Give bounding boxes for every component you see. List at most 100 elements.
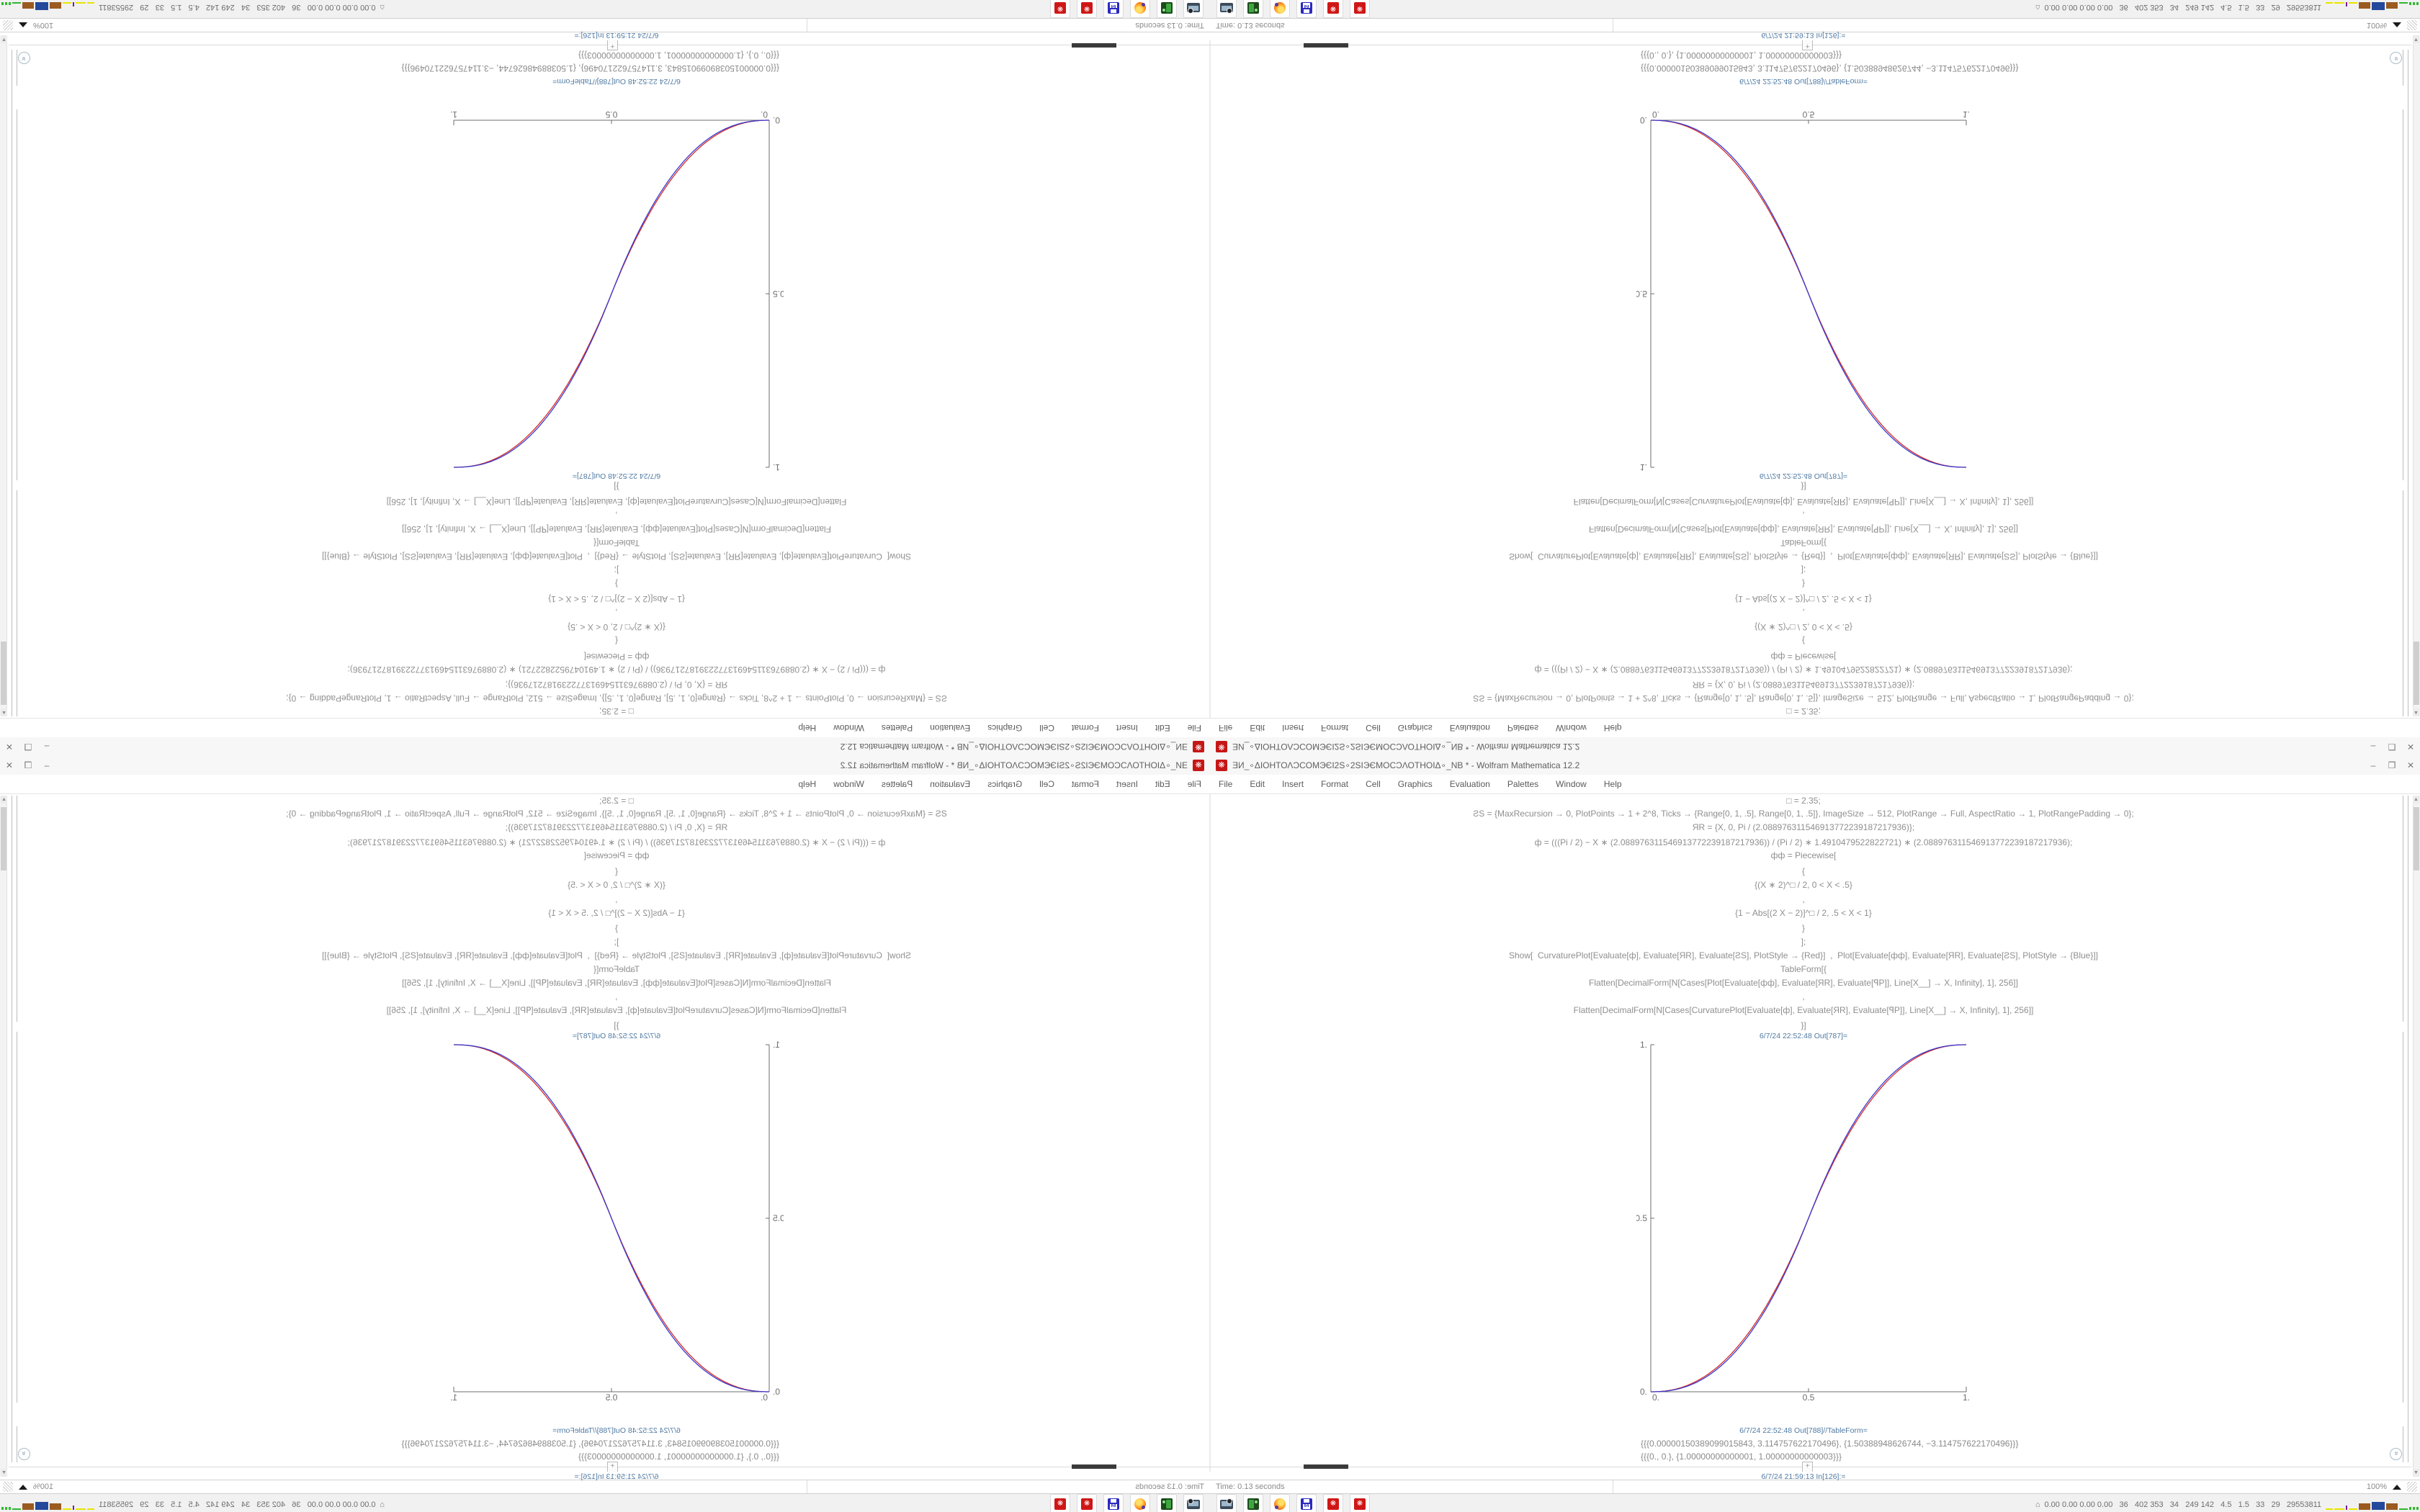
code-cell[interactable]: ЯR = {X, 0, Pi / (2.08897631154691377223… xyxy=(505,822,728,832)
code-cell[interactable]: Show[ CurvaturePlot[Evaluate[ф], Evaluat… xyxy=(321,552,912,562)
vertical-scrollbar-track[interactable] xyxy=(2413,35,2420,716)
cell-group-collapse-icon[interactable]: » xyxy=(18,1448,30,1460)
close-button[interactable]: ✕ xyxy=(2406,742,2415,752)
code-cell[interactable]: {1 − Abs[(2 X − 2)]^□ / 2, .5 < X < 1} xyxy=(548,908,685,918)
code-cell[interactable]: □ = 2.35; xyxy=(599,796,634,806)
code-cell[interactable]: ]; xyxy=(1801,937,1806,947)
resize-grip[interactable] xyxy=(2407,20,2417,30)
taskbar-item[interactable] xyxy=(1243,0,1263,18)
close-button[interactable]: ✕ xyxy=(2406,760,2415,770)
code-cell[interactable]: фф = Piecewise[ xyxy=(583,652,650,662)
menu-insert[interactable]: Insert xyxy=(1282,723,1304,733)
taskbar-item[interactable] xyxy=(1270,0,1290,18)
menu-format[interactable]: Format xyxy=(1071,779,1099,789)
taskbar-item[interactable] xyxy=(1103,1494,1124,1512)
code-cell[interactable]: , xyxy=(1802,991,1805,1002)
code-cell[interactable]: , xyxy=(615,991,618,1002)
menu-file[interactable]: File xyxy=(1219,723,1233,733)
title-bar[interactable]: ❋ ƎИ_∘ΔΙΟΗΤΟΛϽϹΟΜЭЄΙ2Ѕ∘2ЅΙЭЄΜΟϹϽΛΟΤΗΟΙΔ∘… xyxy=(1210,737,2420,756)
taskbar-item[interactable]: ❋ xyxy=(1077,0,1097,18)
menu-palettes[interactable]: Palettes xyxy=(1507,779,1539,789)
code-cell[interactable]: {1 − Abs[(2 X − 2)]^□ / 2, .5 < X < 1} xyxy=(1735,594,1872,604)
scroll-down-arrow[interactable]: ▼ xyxy=(1,35,7,43)
menu-format[interactable]: Format xyxy=(1321,779,1349,789)
minimize-button[interactable]: – xyxy=(44,742,50,752)
code-cell[interactable]: {(X ∗ 2)^□ / 2, 0 < X < .5} xyxy=(568,622,666,632)
menu-evaluation[interactable]: Evaluation xyxy=(930,723,971,733)
menu-cell[interactable]: Cell xyxy=(1039,779,1054,789)
cell-group-collapse-icon[interactable]: » xyxy=(2390,1448,2402,1460)
taskbar-item[interactable]: ❋ xyxy=(1323,0,1343,18)
code-cell[interactable]: Show[ CurvaturePlot[Evaluate[ф], Evaluat… xyxy=(1508,950,2099,960)
maximize-button[interactable]: ❒ xyxy=(2388,760,2396,770)
code-cell[interactable]: Show[ CurvaturePlot[Evaluate[ф], Evaluat… xyxy=(321,950,912,960)
code-cell[interactable]: {(X ∗ 2)^□ / 2, 0 < X < .5} xyxy=(1754,880,1852,890)
scroll-down-arrow[interactable]: ▼ xyxy=(2413,35,2419,43)
title-bar[interactable]: ❋ ƎИ_∘ΔΙΟΗΤΟΛϽϹΟΜЭЄΙ2Ѕ∘2ЅΙЭЄΜΟϹϽΛΟΤΗΟΙΔ∘… xyxy=(0,756,1210,775)
taskbar-item[interactable]: ❋ xyxy=(1077,1494,1097,1512)
code-cell[interactable]: } xyxy=(615,579,619,589)
code-cell[interactable]: }] xyxy=(614,1020,619,1030)
taskbar-item[interactable] xyxy=(1183,1494,1204,1512)
taskbar-item[interactable] xyxy=(1216,1494,1237,1512)
menu-cell[interactable]: Cell xyxy=(1039,723,1054,733)
code-cell[interactable]: ]; xyxy=(614,565,619,575)
code-cell[interactable]: ЯR = {X, 0, Pi / (2.08897631154691377223… xyxy=(505,680,728,690)
taskbar-item[interactable]: ❋ xyxy=(1050,0,1070,18)
code-cell[interactable]: ф = (((Pi / 2) − X ∗ (2.0889763115469137… xyxy=(1534,837,2073,847)
scroll-up-arrow[interactable]: ▲ xyxy=(2413,796,2419,804)
code-cell[interactable]: }] xyxy=(1801,482,1806,492)
insert-cell-plus-button[interactable]: + xyxy=(1802,1462,1813,1472)
vertical-scrollbar-track[interactable] xyxy=(0,35,7,716)
code-cell[interactable]: }] xyxy=(1801,1020,1806,1030)
code-cell[interactable]: ф = (((Pi / 2) − X ∗ (2.0889763115469137… xyxy=(1534,665,2073,675)
zoom-level[interactable]: 100% xyxy=(33,21,54,30)
maximize-button[interactable]: ❒ xyxy=(24,742,32,752)
code-cell[interactable]: } xyxy=(1801,579,1805,589)
code-cell[interactable]: { xyxy=(1801,636,1805,646)
code-cell[interactable]: ƧЅ = {MaxRecursion → 0, PlotPoints → 1 +… xyxy=(1473,693,2134,703)
insert-cell-plus-button[interactable]: + xyxy=(607,1462,618,1472)
resize-grip[interactable] xyxy=(3,1482,13,1492)
code-cell[interactable]: ]; xyxy=(1801,565,1806,575)
code-cell[interactable]: , xyxy=(1802,510,1805,521)
menu-edit[interactable]: Edit xyxy=(1155,723,1170,733)
menu-window[interactable]: Window xyxy=(1556,723,1587,733)
code-cell[interactable]: Flatten[DecimalForm[N[Cases[Plot[Evaluat… xyxy=(402,978,831,988)
menu-edit[interactable]: Edit xyxy=(1250,779,1265,789)
maximize-button[interactable]: ❒ xyxy=(24,760,32,770)
minimize-button[interactable]: – xyxy=(2370,760,2376,770)
scroll-down-arrow[interactable]: ▼ xyxy=(2413,1469,2419,1477)
code-cell[interactable]: , xyxy=(1802,894,1805,904)
minimize-button[interactable]: – xyxy=(44,760,50,770)
menu-file[interactable]: File xyxy=(1187,779,1201,789)
vertical-scrollbar-thumb[interactable] xyxy=(2414,642,2419,705)
menu-evaluation[interactable]: Evaluation xyxy=(1449,723,1490,733)
zoom-dropdown-icon[interactable] xyxy=(2393,1484,2401,1490)
taskbar-item[interactable] xyxy=(1157,0,1177,18)
vertical-scrollbar-thumb[interactable] xyxy=(2414,807,2419,870)
code-cell[interactable]: □ = 2.35; xyxy=(1786,796,1821,806)
code-cell[interactable]: ]; xyxy=(614,937,619,947)
horizontal-scrollbar-thumb[interactable] xyxy=(1304,43,1348,48)
menu-palettes[interactable]: Palettes xyxy=(881,723,913,733)
taskbar-item[interactable] xyxy=(1130,0,1150,18)
vertical-scrollbar-track[interactable] xyxy=(0,796,7,1477)
resize-grip[interactable] xyxy=(2407,1482,2417,1492)
code-cell[interactable]: {1 − Abs[(2 X − 2)]^□ / 2, .5 < X < 1} xyxy=(548,594,685,604)
code-cell[interactable]: { xyxy=(1801,866,1805,876)
menu-help[interactable]: Help xyxy=(798,779,817,789)
code-cell[interactable]: Flatten[DecimalForm[N[Cases[CurvaturePlo… xyxy=(1573,497,2034,507)
taskbar-item[interactable]: ❋ xyxy=(1323,1494,1343,1512)
menu-evaluation[interactable]: Evaluation xyxy=(930,779,971,789)
zoom-dropdown-icon[interactable] xyxy=(19,1484,27,1490)
code-cell[interactable]: {(X ∗ 2)^□ / 2, 0 < X < .5} xyxy=(1754,622,1852,632)
code-cell[interactable]: Flatten[DecimalForm[N[Cases[Plot[Evaluat… xyxy=(402,524,831,534)
taskbar-item[interactable] xyxy=(1270,1494,1290,1512)
menu-graphics[interactable]: Graphics xyxy=(1397,723,1433,733)
code-cell[interactable]: фф = Piecewise[ xyxy=(1770,850,1837,860)
menu-graphics[interactable]: Graphics xyxy=(1397,779,1433,789)
cell-group-collapse-icon[interactable]: » xyxy=(2390,52,2402,64)
zoom-dropdown-icon[interactable] xyxy=(19,22,27,28)
code-cell[interactable]: □ = 2.35; xyxy=(599,706,634,716)
